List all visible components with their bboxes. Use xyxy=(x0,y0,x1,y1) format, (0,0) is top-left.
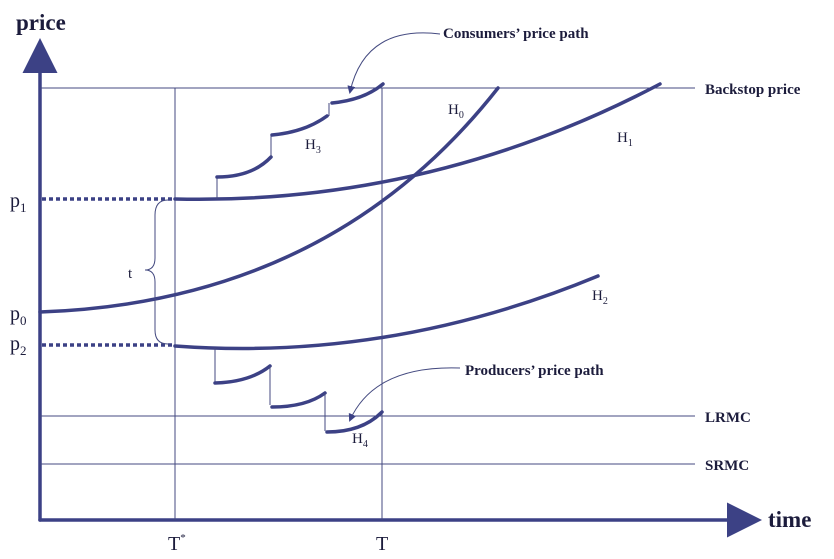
h4-label: H4 xyxy=(352,431,368,450)
producer-arrow xyxy=(348,367,461,422)
h1-label: H1 xyxy=(617,130,633,149)
consumers-annotation: Consumers’ price path xyxy=(443,26,589,42)
y-axis-label: price xyxy=(16,10,66,35)
h2-label: H2 xyxy=(592,288,608,307)
lrmc-label: LRMC xyxy=(705,410,751,426)
consumer-arrow xyxy=(347,32,441,94)
srmc-label: SRMC xyxy=(705,458,749,474)
p1-label: p1 xyxy=(10,190,27,215)
t-label: T xyxy=(376,533,388,555)
h0-label: H0 xyxy=(448,102,464,121)
tax-label: t xyxy=(128,266,133,282)
h3-label: H3 xyxy=(305,137,321,156)
curve-h4 xyxy=(213,348,384,434)
curve-h0 xyxy=(38,86,500,314)
tax-brace xyxy=(144,199,169,345)
curve-h3 xyxy=(215,82,385,199)
p2-label: p2 xyxy=(10,333,27,358)
x-axis-label: time xyxy=(768,507,811,532)
curve-h1 xyxy=(173,82,662,202)
t-star-label: T* xyxy=(168,532,186,555)
producers-annotation: Producers’ price path xyxy=(465,363,604,379)
backstop-label: Backstop price xyxy=(705,82,801,98)
p0-label: p0 xyxy=(10,303,27,328)
curve-h2 xyxy=(173,274,600,351)
